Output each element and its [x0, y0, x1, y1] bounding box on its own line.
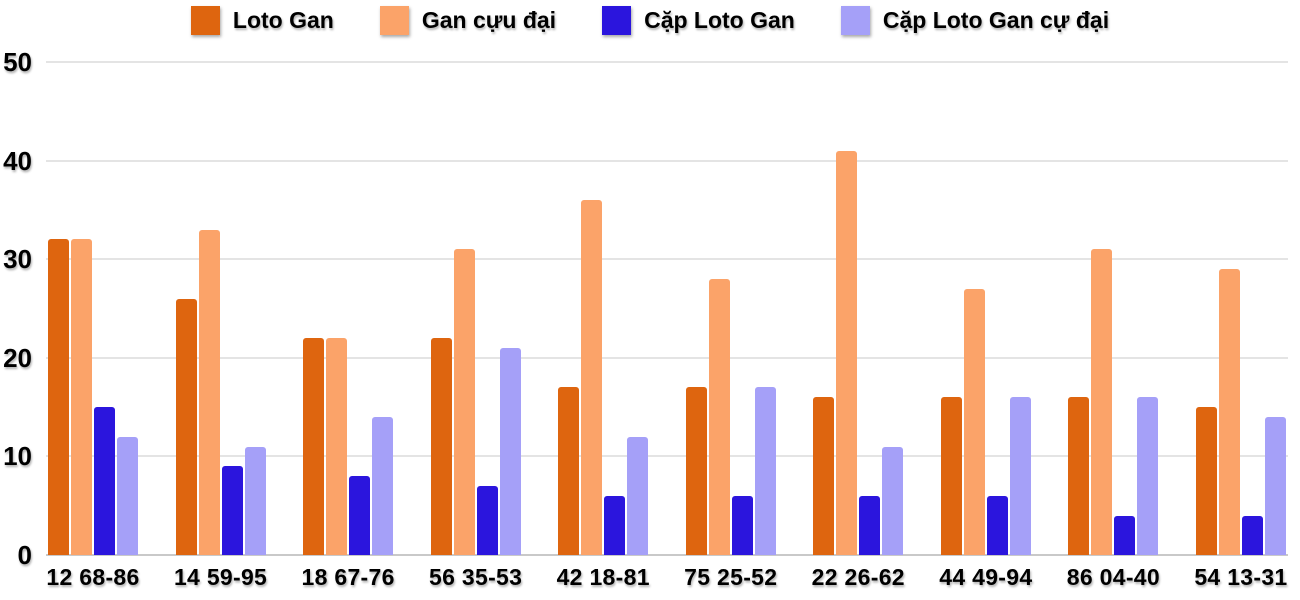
- gridline: [46, 159, 1288, 162]
- legend-swatch-cap-loto-gan-cu-ai: [840, 6, 870, 35]
- bar-cap-loto-gan: [1241, 515, 1263, 555]
- bar-cap-loto-gan: [349, 476, 371, 555]
- bar-loto-gan: [940, 397, 962, 555]
- y-axis-label: 50: [3, 47, 32, 77]
- bar-gan-cuu-ai: [1218, 269, 1240, 555]
- legend-item-cap-loto-gan[interactable]: Cặp Loto Gan: [602, 6, 795, 35]
- x-axis-label: 12 68-86: [46, 564, 140, 590]
- bar-group-12-68-86: 12 68-86: [46, 62, 139, 590]
- x-axis-label: 18 67-76: [301, 564, 395, 590]
- bar-gan-cuu-ai: [1091, 249, 1113, 555]
- bar-group-42-18-81: 42 18-81: [557, 62, 649, 590]
- bar-loto-gan: [175, 298, 197, 555]
- legend-label: Gan cựu đại: [421, 7, 557, 33]
- legend: Loto Gan Gan cựu đại Cặp Loto Gan Cặp Loto …: [0, 6, 1300, 35]
- bar-gan-cuu-ai: [708, 278, 730, 555]
- x-axis-label: 22 26-62: [811, 564, 905, 590]
- x-axis-label: 56 35-53: [429, 564, 523, 590]
- legend-label: Cặp Loto Gan: [644, 7, 795, 33]
- gridline: [46, 455, 1288, 458]
- bar-group-44-49-94: 44 49-94: [939, 62, 1032, 590]
- gridline: [46, 258, 1288, 261]
- bar-cap-loto-gan: [1114, 515, 1136, 555]
- bar-loto-gan: [303, 338, 325, 555]
- bar-gan-cuu-ai: [71, 239, 92, 555]
- y-axis-label: 0: [17, 540, 32, 570]
- bar-cap-loto-gan: [731, 495, 753, 555]
- bar-groups: 12 68-86 14 59-95 18 67-76 56 35-53 42 18-81…: [46, 62, 1287, 590]
- bar-loto-gan: [685, 387, 707, 555]
- bar-group-56-35-53: 56 35-53: [429, 62, 522, 590]
- y-axis-label: 40: [3, 145, 32, 176]
- legend-item-cap-loto-gan-cu-ai[interactable]: Cặp Loto Gan cự đại: [840, 6, 1110, 35]
- x-axis-label: 44 49-94: [939, 564, 1033, 590]
- bar-loto-gan: [558, 387, 580, 555]
- plot-area: 12 68-86 14 59-95 18 67-76 56 35-53 42 18-81…: [46, 61, 1288, 590]
- gridline: [46, 61, 1288, 63]
- y-axis-label: 10: [3, 441, 32, 472]
- bar-group-18-67-76: 18 67-76: [301, 62, 394, 590]
- bar-gan-cuu-ai: [963, 288, 985, 555]
- bar-group-75-25-52: 75 25-52: [684, 62, 777, 590]
- legend-item-loto-gan[interactable]: Loto Gan: [190, 6, 334, 35]
- x-axis-label: 14 59-95: [173, 564, 268, 590]
- bar-gan-cuu-ai: [836, 150, 858, 555]
- bar-cap-loto-gan: [859, 495, 881, 555]
- x-axis-label: 86 04-40: [1066, 564, 1160, 590]
- bar-cap-loto-gan: [604, 495, 626, 555]
- bar-loto-gan: [1068, 397, 1090, 555]
- bar-cap-loto-gan: [221, 466, 243, 555]
- bar-cap-loto-gan-cu-ai: [117, 436, 138, 555]
- bar-cap-loto-gan-cu-ai: [244, 446, 266, 555]
- bar-gan-cuu-ai: [198, 229, 220, 555]
- bar-cap-loto-gan-cu-ai: [1264, 416, 1286, 555]
- x-axis-label: 42 18-81: [556, 564, 650, 590]
- bar-cap-loto-gan-cu-ai: [499, 347, 521, 555]
- bar-gan-cuu-ai: [581, 200, 603, 555]
- bar-loto-gan: [48, 239, 69, 555]
- gridline: [46, 356, 1288, 359]
- bar-gan-cuu-ai: [453, 249, 475, 555]
- bar-group-14-59-95: 14 59-95: [174, 62, 267, 590]
- bar-loto-gan: [1195, 407, 1217, 555]
- bar-group-22-26-62: 22 26-62: [812, 62, 905, 590]
- bar-cap-loto-gan-cu-ai: [1009, 397, 1031, 555]
- bar-cap-loto-gan-cu-ai: [627, 436, 649, 555]
- bar-cap-loto-gan-cu-ai: [1137, 397, 1159, 555]
- bar-group-86-04-40: 86 04-40: [1067, 62, 1160, 590]
- x-axis-label: 75 25-52: [684, 564, 778, 590]
- y-axis: 0 10 20 30 40 50: [0, 49, 32, 568]
- bar-cap-loto-gan-cu-ai: [882, 446, 904, 555]
- bar-group-54-13-31: 54 13-31: [1194, 62, 1287, 590]
- bar-cap-loto-gan: [94, 407, 115, 555]
- x-axis-label: 54 13-31: [1194, 564, 1288, 590]
- legend-label: Loto Gan: [232, 7, 334, 33]
- bar-cap-loto-gan: [476, 485, 498, 555]
- x-axis-baseline: [46, 554, 1288, 556]
- bar-cap-loto-gan-cu-ai: [372, 416, 394, 555]
- bar-loto-gan: [813, 397, 835, 555]
- legend-swatch-gan-cuu-ai: [379, 6, 409, 35]
- bar-gan-cuu-ai: [326, 338, 348, 555]
- y-axis-label: 30: [3, 244, 32, 275]
- bar-cap-loto-gan: [986, 495, 1008, 555]
- bar-loto-gan: [430, 338, 452, 555]
- bar-cap-loto-gan-cu-ai: [754, 387, 776, 555]
- y-axis-label: 20: [3, 342, 32, 373]
- legend-item-gan-cuu-ai[interactable]: Gan cựu đại: [379, 6, 557, 35]
- legend-swatch-cap-loto-gan: [602, 6, 632, 35]
- legend-swatch-loto-gan: [190, 6, 220, 35]
- legend-label: Cặp Loto Gan cự đại: [882, 7, 1110, 33]
